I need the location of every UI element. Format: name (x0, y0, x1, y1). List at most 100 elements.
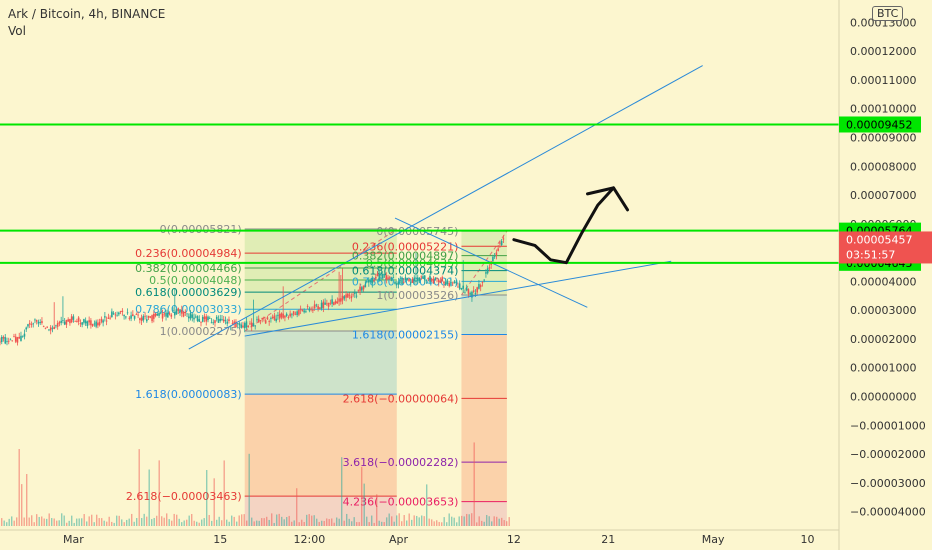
fib-retracement-1: 0(0.00005821) 0.236(0.00004984) 0.382(0.00… (126, 223, 398, 526)
candle-body (187, 316, 190, 319)
fib-level-label: 3.618(−0.00002282) (343, 456, 459, 469)
candle-body (173, 312, 176, 316)
candle-body (203, 316, 206, 319)
candle-body (481, 282, 484, 283)
candle-body (408, 278, 410, 282)
candle-body (7, 340, 10, 342)
candle-body (167, 312, 169, 318)
candle-body (198, 319, 201, 322)
volume-bar (8, 518, 10, 526)
candle-body (285, 313, 288, 317)
candle-body (215, 316, 218, 320)
volume-bar (191, 513, 193, 526)
candle-body (282, 313, 284, 318)
candle-body (67, 319, 69, 322)
candle-body (322, 301, 325, 308)
candle-body (158, 312, 160, 316)
volume-bar (161, 516, 163, 526)
volume-bar (71, 515, 73, 526)
volume-bar (356, 522, 358, 526)
candle-body (151, 315, 153, 322)
candle-body (257, 318, 260, 323)
volume-bar (56, 520, 58, 526)
candle-body (207, 316, 209, 321)
candle-body (387, 277, 389, 280)
volume-bar (226, 519, 228, 526)
candle-body (287, 317, 290, 318)
candle-body (44, 327, 47, 329)
candle-body (458, 283, 461, 289)
volume-bar (263, 518, 265, 526)
candle-body (126, 312, 129, 314)
candle-body (179, 309, 181, 313)
candle-body (369, 280, 372, 282)
candle-body (464, 292, 466, 294)
volume-bar (11, 516, 13, 526)
candle-body (165, 312, 167, 317)
volume-bar (481, 520, 483, 526)
candle-body (65, 319, 68, 325)
volume-bar (216, 519, 218, 526)
x-tick-label: 10 (801, 533, 815, 546)
candle-body (268, 321, 270, 323)
volume-bar (36, 514, 38, 526)
candle-body (83, 319, 85, 323)
volume-bar (491, 521, 493, 526)
y-tick-label: −0.00003000 (850, 477, 926, 490)
candle-body (116, 315, 118, 317)
volume-bar (143, 513, 145, 526)
volume-bar (456, 522, 458, 526)
volume-bar (66, 522, 68, 526)
volume-bar (281, 516, 283, 526)
candle-body (84, 320, 87, 324)
volume-bar (223, 460, 225, 526)
candle-body (402, 282, 405, 284)
volume-bar (446, 522, 448, 526)
y-tick-label: 0.00004000 (850, 275, 916, 288)
candle-body (105, 320, 108, 322)
candle-body (317, 306, 319, 310)
volume-bar (181, 522, 183, 526)
candle-body (2, 336, 5, 339)
y-tick-label: −0.00001000 (850, 419, 926, 432)
volume-bar (153, 517, 155, 526)
volume-bar (278, 513, 280, 526)
candle-body (219, 318, 222, 321)
volume-bar (383, 522, 385, 526)
candle-body (133, 315, 136, 319)
time-axis: Mar 15 12:00 Apr 12 21 May 10 (0, 529, 839, 546)
volume-bar (38, 516, 40, 526)
candle-body (306, 306, 309, 307)
volume-bar (443, 517, 445, 526)
volume-bar (273, 522, 275, 526)
volume-bar (398, 513, 400, 526)
candle-body (18, 336, 21, 339)
candle-body (359, 286, 361, 291)
candle-body (380, 274, 382, 276)
candle-body (373, 280, 375, 282)
candle-body (333, 302, 335, 306)
volume-bar (221, 520, 223, 526)
currency-badge[interactable]: BTC (872, 6, 904, 21)
candle-body (416, 277, 419, 281)
candle-body (474, 293, 477, 294)
volume-bar (258, 520, 260, 526)
volume-bar (96, 514, 98, 526)
candle-body (20, 335, 22, 341)
candle-body (418, 277, 421, 282)
volume-bar (338, 518, 340, 526)
candle-body (201, 316, 204, 322)
candle-body (86, 321, 89, 327)
x-tick-label: Mar (63, 533, 84, 546)
candle-body (270, 318, 272, 319)
volume-bar (316, 518, 318, 526)
candle-body (275, 318, 277, 322)
volume-bar (103, 520, 105, 526)
volume-bar (431, 519, 433, 526)
candle-body (415, 279, 417, 283)
volume-bar (358, 522, 360, 526)
candle-body (114, 314, 117, 316)
candle-body (294, 313, 297, 315)
candle-body (214, 320, 216, 324)
